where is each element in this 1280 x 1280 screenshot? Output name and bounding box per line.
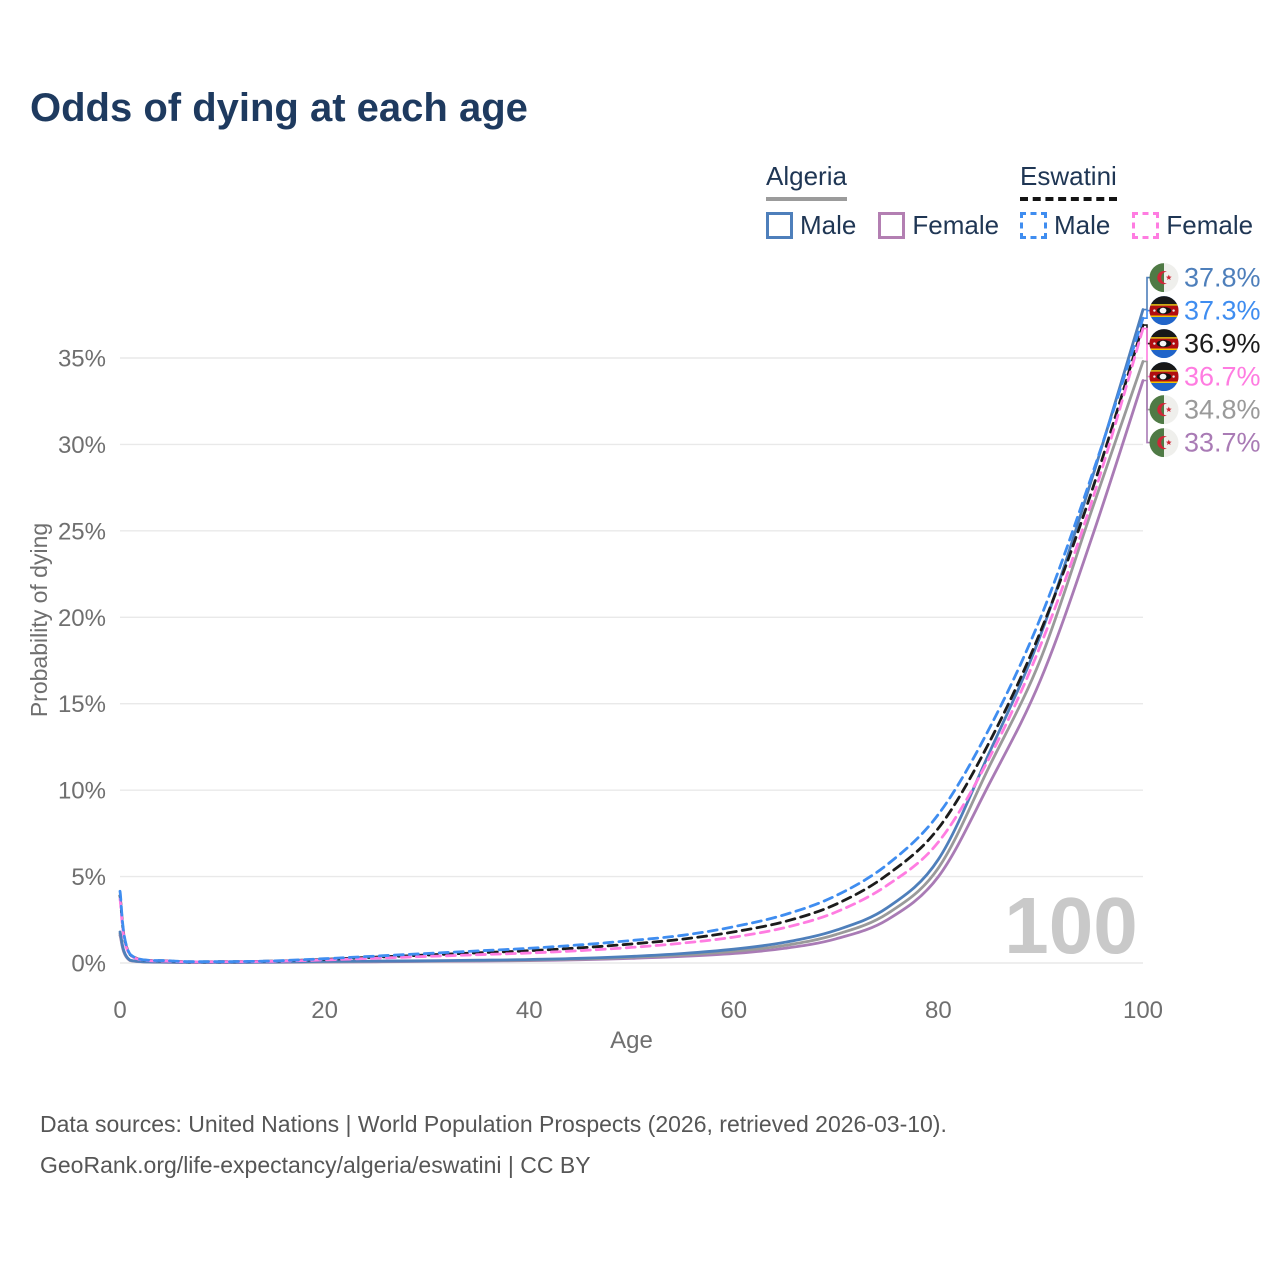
series-line-algeria-female[interactable] (118, 379, 1145, 964)
end-value-label-eswatini-female: 36.7% (1184, 362, 1261, 392)
x-tick-label-80: 80 (925, 997, 952, 1024)
series-line-algeria-both[interactable] (118, 360, 1145, 964)
flag-icon-eswatini (1149, 362, 1179, 392)
page-title: Odds of dying at each age (30, 86, 528, 130)
flag-icon-algeria (1149, 395, 1179, 425)
series-line-algeria-male[interactable] (118, 308, 1145, 964)
x-tick-label-40: 40 (516, 997, 543, 1024)
x-axis-title: Age (610, 1027, 653, 1054)
series-line-eswatini-both[interactable] (118, 323, 1145, 964)
age-watermark: 100 (1004, 881, 1137, 970)
legend-label-eswatini-female: Female (1166, 210, 1254, 240)
data-source-footer: Data sources: United Nations | World Pop… (40, 1104, 947, 1186)
series-line-eswatini-male[interactable] (118, 316, 1145, 964)
end-label-group-algeria-male: 37.8% (1143, 263, 1261, 311)
y-tick-label-25: 25% (58, 518, 106, 545)
end-label-group-eswatini-both: 36.9% (1143, 324, 1261, 359)
flag-icon-eswatini (1149, 329, 1179, 359)
algeria-female-swatch (878, 212, 906, 239)
end-label-group-eswatini-male: 37.3% (1143, 296, 1261, 326)
x-tick-label-0: 0 (113, 997, 126, 1024)
series-line-eswatini-female[interactable] (118, 327, 1145, 964)
legend-item-eswatini-female[interactable]: Female (1132, 210, 1253, 241)
eswatini-male-swatch (1020, 212, 1047, 239)
eswatini-female-swatch (1132, 212, 1160, 239)
legend-group-algeria: Algeria Male Female (766, 161, 999, 241)
footer-line-1: Data sources: United Nations | World Pop… (40, 1111, 947, 1137)
legend-header-algeria[interactable]: Algeria (766, 161, 847, 201)
legend-row-eswatini: Male Female (1020, 210, 1253, 241)
y-axis-title: Probability of dying (26, 523, 52, 717)
legend-label-algeria-female: Female (912, 210, 1000, 240)
legend-row-algeria: Male Female (766, 210, 999, 241)
algeria-male-swatch (766, 212, 793, 239)
legend-item-algeria-female[interactable]: Female (878, 210, 999, 241)
legend-item-algeria-male[interactable]: Male (766, 210, 856, 241)
footer-line-2: GeoRank.org/life-expectancy/algeria/eswa… (40, 1152, 591, 1178)
legend-group-eswatini: Eswatini Male Female (1020, 161, 1253, 241)
x-tick-label-60: 60 (720, 997, 747, 1024)
y-tick-label-30: 30% (58, 432, 106, 459)
leader-line-eswatini-female (1143, 327, 1151, 378)
end-value-label-algeria-both: 34.8% (1184, 395, 1261, 425)
y-tick-label-0: 0% (71, 951, 106, 978)
x-tick-label-20: 20 (311, 997, 338, 1024)
leader-line-algeria-male (1143, 276, 1151, 311)
legend-item-eswatini-male[interactable]: Male (1020, 210, 1110, 241)
end-label-group-algeria-both: 34.8% (1143, 360, 1261, 425)
legend-label-eswatini-male: Male (1054, 210, 1111, 240)
y-tick-label-5: 5% (71, 864, 106, 891)
y-tick-label-20: 20% (58, 605, 106, 632)
flag-icon-eswatini (1149, 296, 1179, 326)
legend-label-algeria-male: Male (800, 210, 857, 240)
end-value-label-eswatini-both: 36.9% (1184, 329, 1261, 359)
end-label-group-algeria-female: 33.7% (1143, 379, 1261, 458)
y-tick-label-35: 35% (58, 345, 106, 372)
end-label-group-eswatini-female: 36.7% (1143, 327, 1261, 392)
flag-icon-algeria (1149, 428, 1179, 458)
leader-line-eswatini-male (1143, 309, 1151, 319)
x-tick-label-100: 100 (1123, 997, 1163, 1024)
end-value-label-eswatini-male: 37.3% (1184, 296, 1261, 326)
flag-icon-algeria (1149, 263, 1179, 293)
leader-line-algeria-female (1143, 379, 1151, 444)
y-tick-label-15: 15% (58, 691, 106, 718)
y-tick-label-10: 10% (58, 778, 106, 805)
end-value-label-algeria-male: 37.8% (1184, 263, 1261, 293)
legend-header-eswatini[interactable]: Eswatini (1020, 161, 1117, 201)
end-value-label-algeria-female: 33.7% (1184, 428, 1261, 458)
